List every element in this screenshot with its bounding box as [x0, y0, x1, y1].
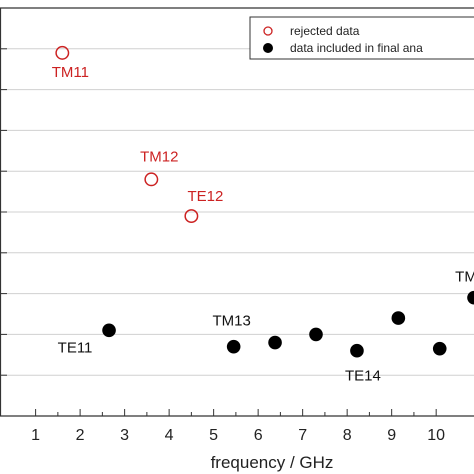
point-labels: TM11 TM12 TE12 TE11 TM13 TE14 TM [52, 64, 474, 385]
x-tick-label: 2 [76, 427, 85, 444]
legend: rejected data data included in final ana [249, 16, 474, 60]
data-point-included [309, 327, 323, 342]
x-axis-title: frequency / GHz [211, 453, 334, 472]
x-tick-label: 1 [31, 427, 40, 444]
legend-box [249, 16, 474, 60]
data-point-rejected [184, 209, 199, 224]
legend-marker-rejected [263, 26, 273, 36]
legend-label-included: data included in final ana [290, 41, 423, 55]
data-points [55, 45, 474, 358]
x-tick-label: 4 [165, 427, 174, 444]
data-point-included [268, 335, 282, 350]
data-point-included [391, 311, 406, 325]
x-tick-label: 8 [343, 427, 352, 444]
legend-marker-included [263, 43, 273, 53]
data-point-rejected [144, 172, 159, 187]
data-point-included [102, 323, 116, 338]
point-label: TM13 [212, 313, 250, 330]
x-tick-label: 5 [209, 427, 218, 444]
x-tick-label: 6 [254, 427, 263, 444]
data-point-included [432, 341, 447, 356]
grid-lines [0, 48, 474, 376]
x-tick-label: 7 [298, 427, 307, 444]
point-label: TE14 [345, 368, 381, 385]
axes [0, 7, 474, 417]
point-label: TM11 [52, 64, 89, 81]
point-label: TM12 [140, 148, 178, 165]
x-tick-label: 10 [427, 427, 445, 444]
legend-label-rejected: rejected data [290, 24, 360, 38]
data-point-included [350, 343, 364, 358]
point-label: TM [455, 269, 474, 286]
x-tick-label: 3 [120, 427, 129, 444]
data-point-included [467, 290, 474, 305]
x-axis-ticks: 1 2 3 4 5 6 7 8 9 10 [31, 409, 445, 444]
data-point-rejected [55, 45, 70, 60]
x-tick-label: 9 [387, 427, 396, 444]
point-label: TE11 [58, 339, 93, 356]
data-point-included [226, 339, 241, 354]
point-label: TE12 [187, 188, 223, 205]
